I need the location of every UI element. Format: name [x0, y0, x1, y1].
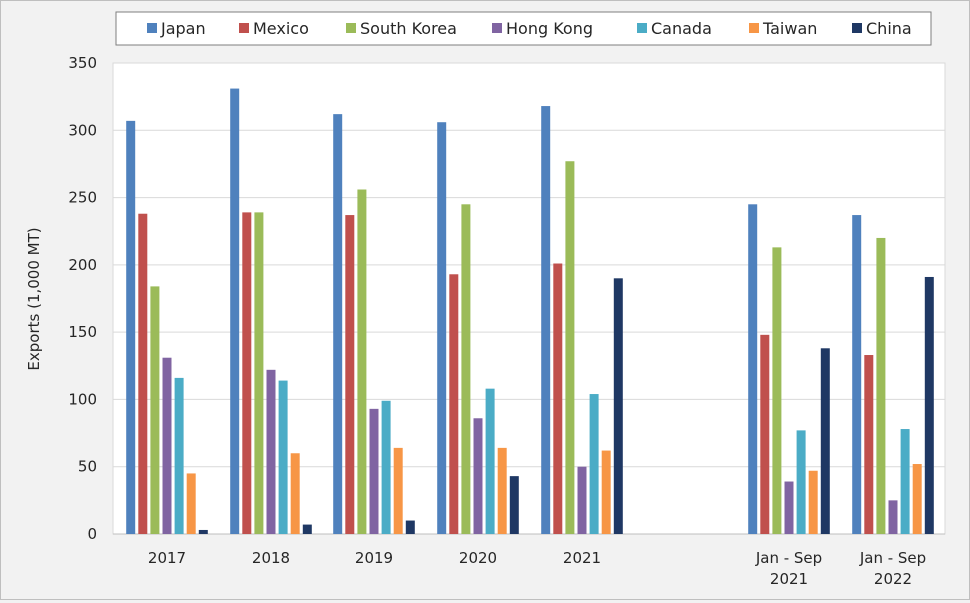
- bar-china-2021: [613, 278, 623, 534]
- bar-china-2020: [509, 476, 519, 534]
- legend-label-japan: Japan: [160, 19, 206, 38]
- bar-china-jan-sep-2021: [820, 348, 830, 534]
- y-tick-label-50: 50: [78, 458, 97, 476]
- legend-swatch-japan: [147, 23, 157, 33]
- bar-mexico-jan-sep-2022: [864, 355, 874, 534]
- x-axis: 2017 2018 2019 2020 2021 Jan - Sep 2021 Jan - S…: [113, 533, 945, 588]
- bar-china-2019: [405, 520, 415, 534]
- bar-south-korea-2021: [565, 161, 575, 535]
- bar-taiwan-2018: [290, 453, 300, 534]
- bar-taiwan-2017: [186, 473, 196, 534]
- bar-canada-2021: [589, 394, 599, 534]
- legend-swatch-canada: [637, 23, 647, 33]
- bar-south-korea-2018: [254, 212, 264, 535]
- bar-hong-kong-jan-sep-2021: [784, 481, 794, 534]
- legend-swatch-hong-kong: [492, 23, 502, 33]
- bar-hong-kong-2017: [162, 357, 172, 534]
- bar-japan-2020: [437, 122, 447, 534]
- legend-swatch-china: [852, 23, 862, 33]
- y-tick-label-200: 200: [68, 256, 97, 274]
- bar-mexico-2017: [138, 213, 148, 534]
- bar-taiwan-2021: [601, 450, 611, 534]
- bar-japan-2021: [541, 106, 551, 534]
- bar-china-2017: [198, 529, 208, 534]
- bar-hong-kong-2019: [369, 408, 379, 534]
- x-tick-label-2021: 2021: [563, 549, 601, 567]
- bar-south-korea-jan-sep-2021: [772, 247, 782, 534]
- y-tick-label-100: 100: [68, 390, 97, 408]
- bar-canada-2019: [381, 400, 391, 534]
- bar-hong-kong-2021: [577, 466, 587, 534]
- legend-label-hong-kong: Hong Kong: [506, 19, 593, 38]
- plot-background: [112, 62, 946, 535]
- legend-label-china: China: [866, 19, 912, 38]
- x-tick-label-2020: 2020: [459, 549, 497, 567]
- bar-taiwan-jan-sep-2022: [912, 464, 922, 534]
- bar-canada-2017: [174, 377, 184, 534]
- bar-china-jan-sep-2022: [924, 276, 934, 534]
- bars: [126, 88, 934, 535]
- bar-mexico-2019: [345, 215, 355, 534]
- bar-taiwan-2019: [393, 447, 403, 534]
- bar-south-korea-2019: [357, 189, 367, 535]
- y-axis: 0 50 100 150 200 250 300 350: [68, 54, 97, 543]
- y-tick-label-0: 0: [87, 525, 97, 543]
- y-tick-label-350: 350: [68, 54, 97, 72]
- bar-south-korea-2020: [461, 204, 471, 535]
- x-tick-label-2017: 2017: [148, 549, 186, 567]
- bar-mexico-2020: [449, 274, 459, 534]
- x-tick-label-jan-sep-2021: Jan - Sep 2021: [755, 549, 822, 588]
- bar-japan-2017: [126, 120, 136, 534]
- bar-china-2018: [302, 524, 312, 534]
- legend-label-mexico: Mexico: [253, 19, 309, 38]
- bar-mexico-2021: [553, 263, 563, 534]
- x-tick-label-2018: 2018: [252, 549, 290, 567]
- bar-japan-2018: [230, 88, 240, 534]
- y-tick-label-300: 300: [68, 121, 97, 139]
- bar-south-korea-jan-sep-2022: [876, 237, 886, 534]
- legend-swatch-mexico: [239, 23, 249, 33]
- legend-label-canada: Canada: [651, 19, 712, 38]
- x-tick-label-2019: 2019: [355, 549, 393, 567]
- y-tick-label-250: 250: [68, 189, 97, 207]
- bar-japan-jan-sep-2022: [852, 215, 862, 534]
- legend-box: [115, 11, 932, 46]
- legend-swatch-taiwan: [749, 23, 759, 33]
- bar-canada-2020: [485, 388, 495, 534]
- x-tick-label-jan-sep-2022: Jan - Sep 2022: [859, 549, 926, 588]
- bar-japan-2019: [333, 114, 343, 534]
- bar-mexico-jan-sep-2021: [760, 334, 770, 534]
- bar-taiwan-jan-sep-2021: [808, 470, 818, 534]
- legend-label-taiwan: Taiwan: [762, 19, 817, 38]
- bar-taiwan-2020: [497, 447, 507, 534]
- bar-hong-kong-jan-sep-2022: [888, 500, 898, 534]
- y-tick-label-150: 150: [68, 323, 97, 341]
- bar-canada-jan-sep-2022: [900, 429, 910, 534]
- legend: Japan Mexico South Korea Hong Kong Canada Tai…: [115, 11, 932, 46]
- bar-south-korea-2017: [150, 286, 160, 534]
- bar-japan-jan-sep-2021: [748, 204, 758, 535]
- y-axis-title: Exports (1,000 MT): [25, 227, 43, 370]
- plot-area: [112, 62, 946, 535]
- bar-hong-kong-2018: [266, 369, 276, 534]
- legend-label-south-korea: South Korea: [360, 19, 457, 38]
- bar-canada-jan-sep-2021: [796, 430, 806, 534]
- bar-hong-kong-2020: [473, 418, 483, 534]
- legend-swatch-south-korea: [346, 23, 356, 33]
- bar-canada-2018: [278, 380, 288, 534]
- bar-mexico-2018: [242, 212, 252, 535]
